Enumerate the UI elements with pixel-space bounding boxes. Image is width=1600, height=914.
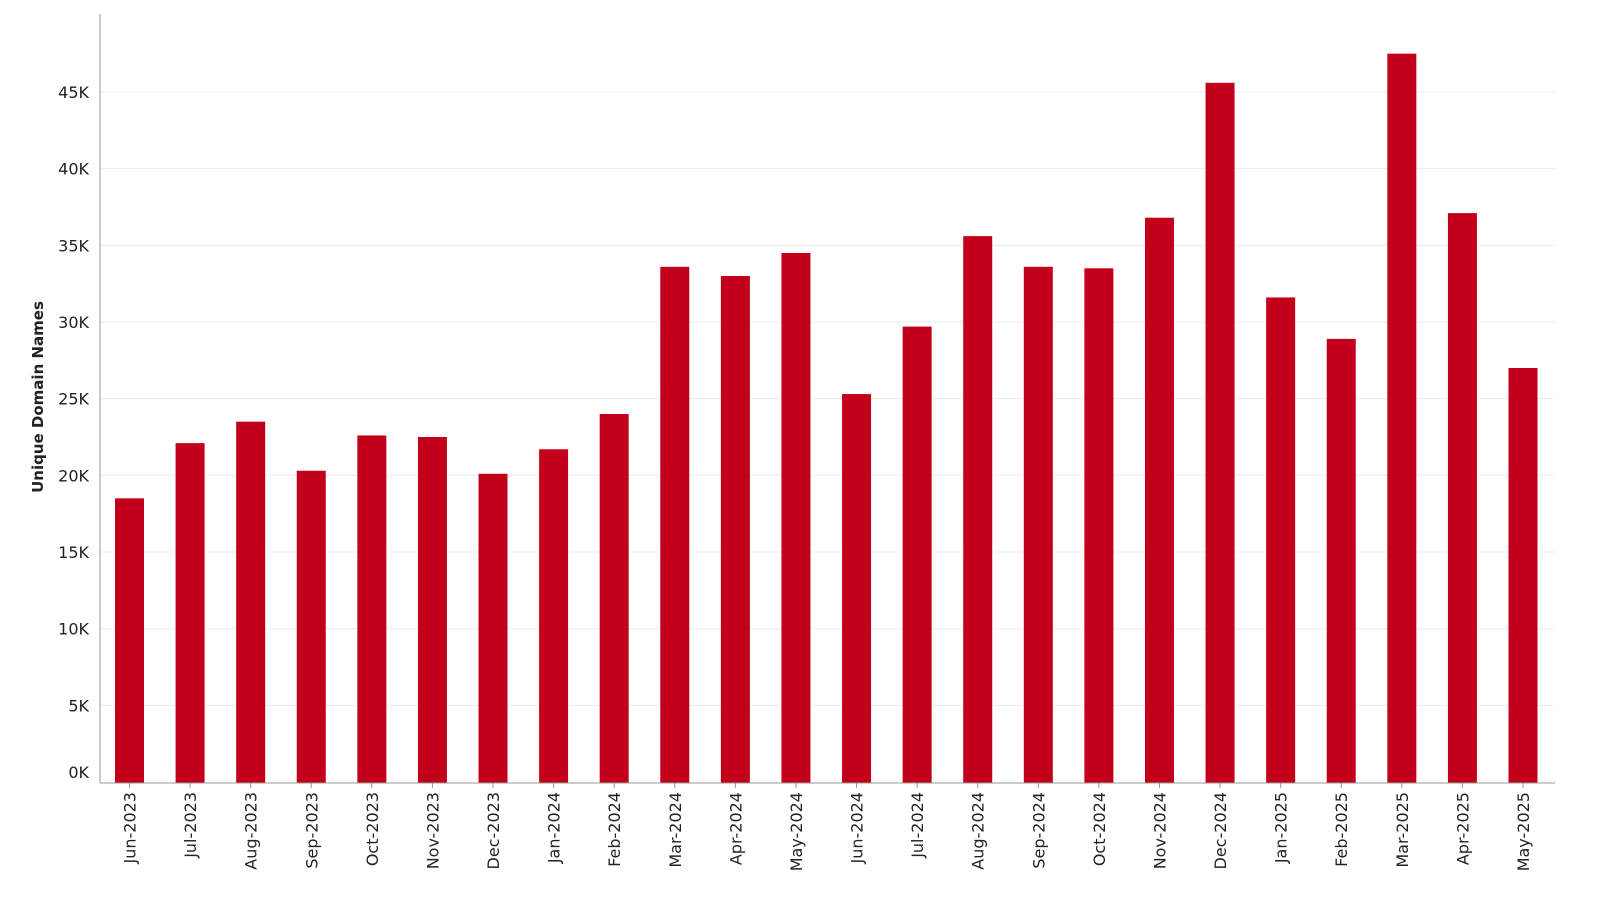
bar: [902, 326, 932, 783]
y-tick-label: 40K: [58, 160, 89, 179]
x-tick-label: Mar-2025: [1393, 792, 1412, 868]
bar: [357, 435, 387, 783]
x-tick-label: Dec-2023: [484, 792, 503, 869]
bar: [417, 437, 447, 783]
bar: [1205, 82, 1235, 784]
bar: [1447, 213, 1477, 784]
y-tick-label: 0K: [68, 763, 89, 782]
bar: [539, 449, 569, 783]
bar: [296, 470, 326, 783]
y-tick-label: 15K: [58, 543, 89, 562]
bar: [781, 253, 811, 783]
x-tick-label: Feb-2025: [1332, 792, 1351, 867]
x-tick-label: Jun-2024: [848, 792, 867, 865]
bar: [1508, 368, 1538, 783]
bar: [842, 394, 872, 783]
bar: [478, 473, 508, 783]
y-tick-label: 25K: [58, 390, 89, 409]
y-tick-label: 20K: [58, 466, 89, 485]
x-tick-label: Nov-2023: [423, 792, 442, 869]
bar: [236, 421, 266, 783]
x-tick-label: Aug-2024: [969, 792, 988, 870]
y-axis-ticks: 0K 5K 10K 15K 20K 25K 30K 35K 40K 45K: [58, 83, 89, 782]
bar: [963, 236, 993, 784]
x-tick-label: May-2024: [787, 792, 806, 871]
x-tick-label: Jan-2025: [1272, 792, 1291, 864]
bar: [660, 266, 690, 783]
x-tick-label: Nov-2024: [1150, 792, 1169, 869]
bar: [720, 276, 750, 783]
bar: [1023, 266, 1053, 783]
x-tick-label: Oct-2024: [1090, 792, 1109, 866]
bar: [115, 498, 144, 783]
x-tick-label: Sep-2023: [302, 792, 321, 869]
y-tick-label: 10K: [58, 620, 89, 639]
gridlines: [100, 91, 1555, 706]
x-tick-label: Apr-2024: [726, 792, 745, 865]
x-tick-label: Jan-2024: [545, 792, 564, 864]
x-tick-label: May-2025: [1514, 792, 1533, 871]
x-axis-ticks: Jun-2023 Jul-2023 Aug-2023 Sep-2023 Oct-2023…: [121, 783, 1533, 871]
x-tick-label: Aug-2023: [242, 792, 261, 870]
x-tick-label: Jul-2023: [181, 792, 200, 859]
x-tick-label: Sep-2024: [1029, 792, 1048, 869]
bar: [1326, 338, 1356, 783]
bar: [1387, 53, 1417, 783]
bar: [599, 414, 629, 783]
y-tick-label: 5K: [68, 696, 89, 715]
y-tick-label: 45K: [58, 83, 89, 102]
x-tick-label: Dec-2024: [1211, 792, 1230, 869]
x-tick-label: Mar-2024: [666, 792, 685, 868]
x-tick-label: Apr-2025: [1453, 792, 1472, 865]
bar: [175, 443, 205, 783]
x-tick-label: Oct-2023: [363, 792, 382, 866]
bar: [1084, 268, 1114, 783]
y-axis-title: Unique Domain Names: [29, 301, 47, 493]
bar: [1266, 297, 1296, 783]
y-tick-label: 30K: [58, 313, 89, 332]
x-tick-label: Jul-2024: [908, 792, 927, 859]
y-tick-label: 35K: [58, 236, 89, 255]
x-tick-label: Jun-2023: [121, 792, 140, 865]
bars: [115, 53, 1538, 784]
bar: [1144, 217, 1174, 783]
x-tick-label: Feb-2024: [605, 792, 624, 867]
